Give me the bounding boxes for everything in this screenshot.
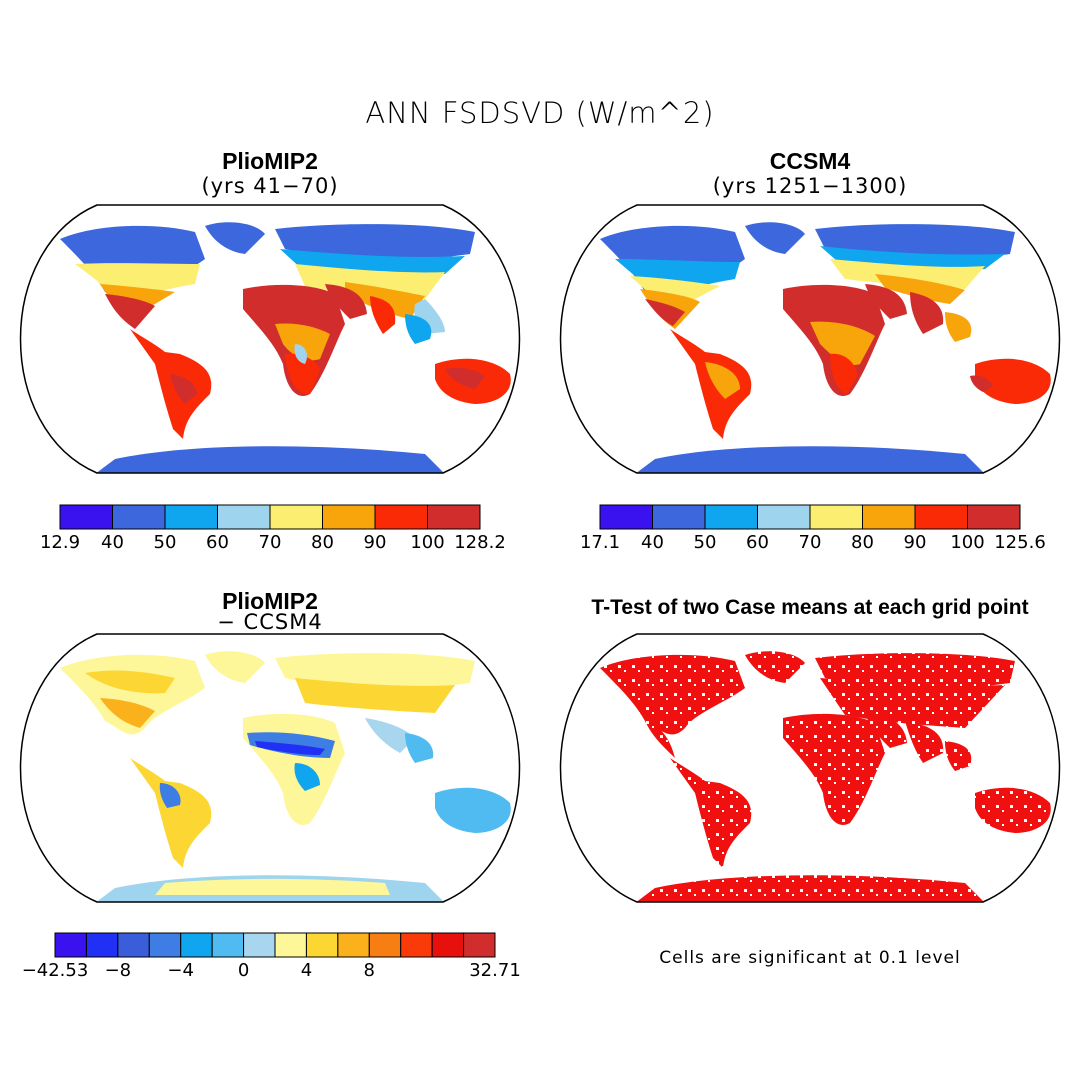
colorbar-tick-label: 100 <box>410 532 445 553</box>
map-ccsm4 <box>559 204 1061 474</box>
colorbar-swatch <box>269 504 323 530</box>
map-ttest <box>559 633 1061 903</box>
figure-title: ANN FSDSVD (W/m^2) <box>365 96 715 130</box>
significance-note: Cells are significant at 0.1 level <box>659 948 961 968</box>
colorbar-swatch <box>757 504 811 530</box>
colorbar-tick-label: 50 <box>693 532 717 553</box>
colorbar-swatch <box>180 932 213 958</box>
colorbar-tick-label: 70 <box>798 532 822 553</box>
colorbar-swatch <box>59 504 113 530</box>
colorbar-tick-label: 50 <box>153 532 177 553</box>
colorbar-tick-label: 17.1 <box>579 532 621 553</box>
colorbar-tick-label: 40 <box>641 532 664 553</box>
colorbar-tick-label: 8 <box>363 960 375 981</box>
colorbar-swatch <box>652 504 706 530</box>
colorbar-swatch <box>914 504 968 530</box>
colorbar-swatch <box>463 932 496 958</box>
colorbar-tick-label: 60 <box>206 532 229 553</box>
colorbar-tick-label: 125.6 <box>994 532 1046 553</box>
colorbar-swatch <box>427 504 481 530</box>
colorbar-tick-label: 0 <box>237 960 250 981</box>
colorbar-tick-label: 128.2 <box>454 532 506 553</box>
colorbar-swatch <box>322 504 376 530</box>
colorbar-tick-label: 4 <box>300 960 313 981</box>
colorbar-swatch <box>967 504 1021 530</box>
panel-title-ccsm4: CCSM4 <box>769 148 851 174</box>
map-difference <box>19 633 521 903</box>
colorbar-tick-label: 90 <box>363 532 387 553</box>
colorbar-swatch <box>217 504 271 530</box>
colorbar-swatch <box>274 932 307 958</box>
colorbar-swatch <box>305 932 339 958</box>
colorbar-swatch <box>54 932 87 958</box>
colorbar-tick-label: 90 <box>903 532 927 553</box>
colorbar-swatch <box>117 932 150 958</box>
colorbar-swatch <box>164 504 218 530</box>
colorbar-swatch <box>337 932 370 958</box>
colorbar-swatch <box>809 504 863 530</box>
colorbar-swatch <box>85 932 119 958</box>
colorbar-tick-label: 70 <box>258 532 282 553</box>
panel-subtitle-difference: − CCSM4 <box>217 610 323 634</box>
colorbar-ccsm4 <box>599 504 1021 530</box>
colorbar-swatch <box>862 504 916 530</box>
colorbar-pliomip2 <box>59 504 481 530</box>
colorbar-tick-label: 80 <box>311 532 334 553</box>
colorbar-tick-label: 100 <box>950 532 985 553</box>
colorbar-swatch <box>243 932 276 958</box>
colorbar-swatch <box>148 932 182 958</box>
colorbar-tick-label: 60 <box>746 532 769 553</box>
colorbar-swatch <box>400 932 433 958</box>
panel-title-difference: PlioMIP2 <box>222 588 318 614</box>
panel-title-ttest: T-Test of two Case means at each grid po… <box>591 596 1029 619</box>
panel-title-pliomip2: PlioMIP2 <box>222 148 318 174</box>
colorbar-tick-label: 32.71 <box>469 960 521 981</box>
map-pliomip2 <box>19 204 521 474</box>
colorbar-tick-label: 12.9 <box>39 532 81 553</box>
colorbar-swatch <box>431 932 465 958</box>
colorbar-swatch <box>211 932 245 958</box>
colorbar-difference <box>54 932 496 958</box>
panel-subtitle-ccsm4: (yrs 1251−1300) <box>712 174 908 198</box>
colorbar-tick-label: 40 <box>101 532 124 553</box>
colorbar-swatch <box>599 504 653 530</box>
colorbar-tick-label: −8 <box>104 960 132 981</box>
colorbar-swatch <box>704 504 758 530</box>
colorbar-swatch <box>368 932 402 958</box>
colorbar-tick-label: −42.53 <box>21 960 89 981</box>
colorbar-swatch <box>374 504 428 530</box>
colorbar-tick-label: −4 <box>167 960 194 981</box>
colorbar-swatch <box>112 504 166 530</box>
panel-subtitle-pliomip2: (yrs 41−70) <box>201 174 339 198</box>
colorbar-tick-label: 80 <box>851 532 874 553</box>
